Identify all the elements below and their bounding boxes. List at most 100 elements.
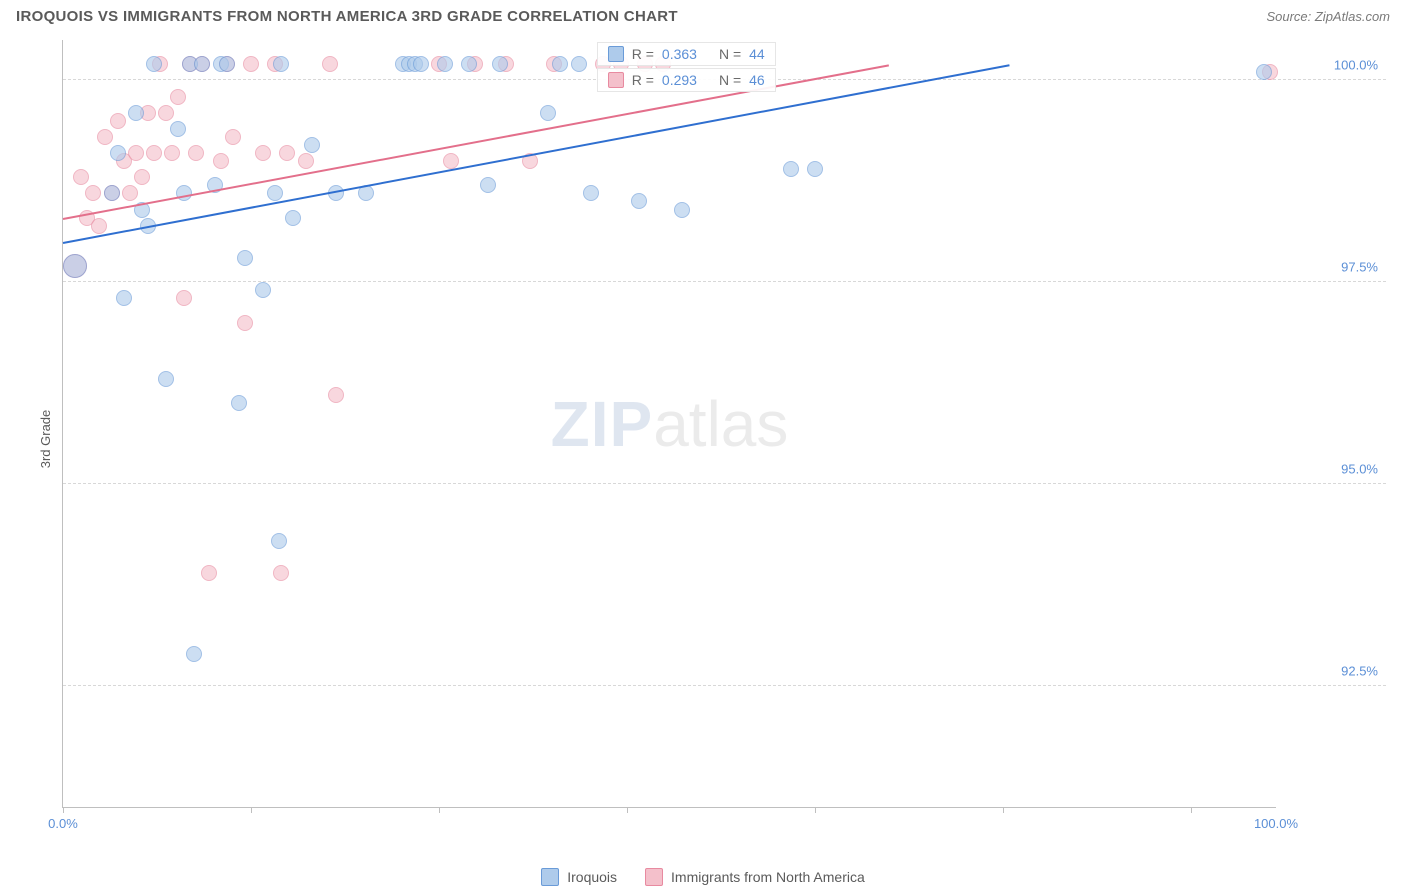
data-point bbox=[110, 145, 126, 161]
data-point bbox=[443, 153, 459, 169]
data-point bbox=[273, 56, 289, 72]
stat-r-value: 0.293 bbox=[662, 72, 697, 88]
data-point bbox=[176, 290, 192, 306]
legend-item: Iroquois bbox=[541, 868, 617, 886]
y-axis-label: 3rd Grade bbox=[38, 410, 53, 469]
data-point bbox=[158, 371, 174, 387]
watermark-right: atlas bbox=[653, 388, 788, 460]
gridline bbox=[63, 483, 1386, 484]
data-point bbox=[437, 56, 453, 72]
data-point bbox=[298, 153, 314, 169]
watermark: ZIPatlas bbox=[551, 387, 789, 461]
x-tick-label: 100.0% bbox=[1254, 816, 1298, 831]
data-point bbox=[571, 56, 587, 72]
stat-n-value: 44 bbox=[749, 46, 765, 62]
data-point bbox=[104, 185, 120, 201]
chart-header: IROQUOIS VS IMMIGRANTS FROM NORTH AMERIC… bbox=[0, 0, 1406, 29]
data-point bbox=[91, 218, 107, 234]
data-point bbox=[237, 315, 253, 331]
data-point bbox=[255, 282, 271, 298]
data-point bbox=[237, 250, 253, 266]
stat-r-label: R = bbox=[632, 46, 654, 62]
legend: Iroquois Immigrants from North America bbox=[0, 868, 1406, 886]
data-point bbox=[194, 56, 210, 72]
y-tick-label: 92.5% bbox=[1341, 663, 1378, 678]
y-tick-label: 100.0% bbox=[1334, 58, 1378, 73]
data-point bbox=[73, 169, 89, 185]
chart-source: Source: ZipAtlas.com bbox=[1266, 9, 1390, 24]
data-point bbox=[492, 56, 508, 72]
data-point bbox=[285, 210, 301, 226]
data-point bbox=[128, 145, 144, 161]
stat-r-value: 0.363 bbox=[662, 46, 697, 62]
x-tick bbox=[627, 807, 628, 813]
data-point bbox=[225, 129, 241, 145]
data-point bbox=[213, 153, 229, 169]
x-tick-label: 0.0% bbox=[48, 816, 78, 831]
gridline bbox=[63, 685, 1386, 686]
data-point bbox=[146, 145, 162, 161]
x-tick bbox=[1003, 807, 1004, 813]
legend-label: Immigrants from North America bbox=[671, 869, 865, 885]
data-point bbox=[134, 169, 150, 185]
data-point bbox=[255, 145, 271, 161]
chart-area: 3rd Grade ZIPatlas 100.0%97.5%95.0%92.5%… bbox=[48, 40, 1386, 838]
stat-r-label: R = bbox=[632, 72, 654, 88]
data-point bbox=[158, 105, 174, 121]
data-point bbox=[304, 137, 320, 153]
data-point bbox=[267, 185, 283, 201]
data-point bbox=[271, 533, 287, 549]
watermark-left: ZIP bbox=[551, 388, 654, 460]
data-point bbox=[186, 646, 202, 662]
data-point bbox=[631, 193, 647, 209]
data-point bbox=[188, 145, 204, 161]
stat-n-label: N = bbox=[719, 46, 741, 62]
data-point bbox=[231, 395, 247, 411]
data-point bbox=[243, 56, 259, 72]
data-point bbox=[170, 89, 186, 105]
correlation-stat: R = 0.363 N = 44 bbox=[597, 42, 776, 66]
data-point bbox=[328, 387, 344, 403]
stat-swatch bbox=[608, 46, 624, 62]
legend-label: Iroquois bbox=[567, 869, 617, 885]
data-point bbox=[116, 290, 132, 306]
data-point bbox=[322, 56, 338, 72]
plot-region: ZIPatlas 100.0%97.5%95.0%92.5%0.0%100.0%… bbox=[62, 40, 1276, 808]
legend-swatch bbox=[645, 868, 663, 886]
data-point bbox=[279, 145, 295, 161]
x-tick bbox=[63, 807, 64, 813]
data-point bbox=[1256, 64, 1272, 80]
x-tick bbox=[251, 807, 252, 813]
data-point bbox=[122, 185, 138, 201]
data-point bbox=[783, 161, 799, 177]
data-point bbox=[461, 56, 477, 72]
x-tick bbox=[815, 807, 816, 813]
data-point bbox=[807, 161, 823, 177]
data-point bbox=[63, 254, 87, 278]
trend-line bbox=[63, 64, 1010, 244]
data-point bbox=[164, 145, 180, 161]
data-point bbox=[552, 56, 568, 72]
x-tick bbox=[439, 807, 440, 813]
data-point bbox=[85, 185, 101, 201]
data-point bbox=[170, 121, 186, 137]
data-point bbox=[219, 56, 235, 72]
data-point bbox=[583, 185, 599, 201]
stat-swatch bbox=[608, 72, 624, 88]
data-point bbox=[480, 177, 496, 193]
y-tick-label: 95.0% bbox=[1341, 462, 1378, 477]
data-point bbox=[97, 129, 113, 145]
data-point bbox=[273, 565, 289, 581]
data-point bbox=[540, 105, 556, 121]
stat-n-label: N = bbox=[719, 72, 741, 88]
x-tick bbox=[1191, 807, 1192, 813]
data-point bbox=[146, 56, 162, 72]
legend-swatch bbox=[541, 868, 559, 886]
chart-title: IROQUOIS VS IMMIGRANTS FROM NORTH AMERIC… bbox=[16, 8, 678, 25]
data-point bbox=[413, 56, 429, 72]
stat-n-value: 46 bbox=[749, 72, 765, 88]
y-tick-label: 97.5% bbox=[1341, 260, 1378, 275]
correlation-stat: R = 0.293 N = 46 bbox=[597, 68, 776, 92]
data-point bbox=[674, 202, 690, 218]
legend-item: Immigrants from North America bbox=[645, 868, 865, 886]
